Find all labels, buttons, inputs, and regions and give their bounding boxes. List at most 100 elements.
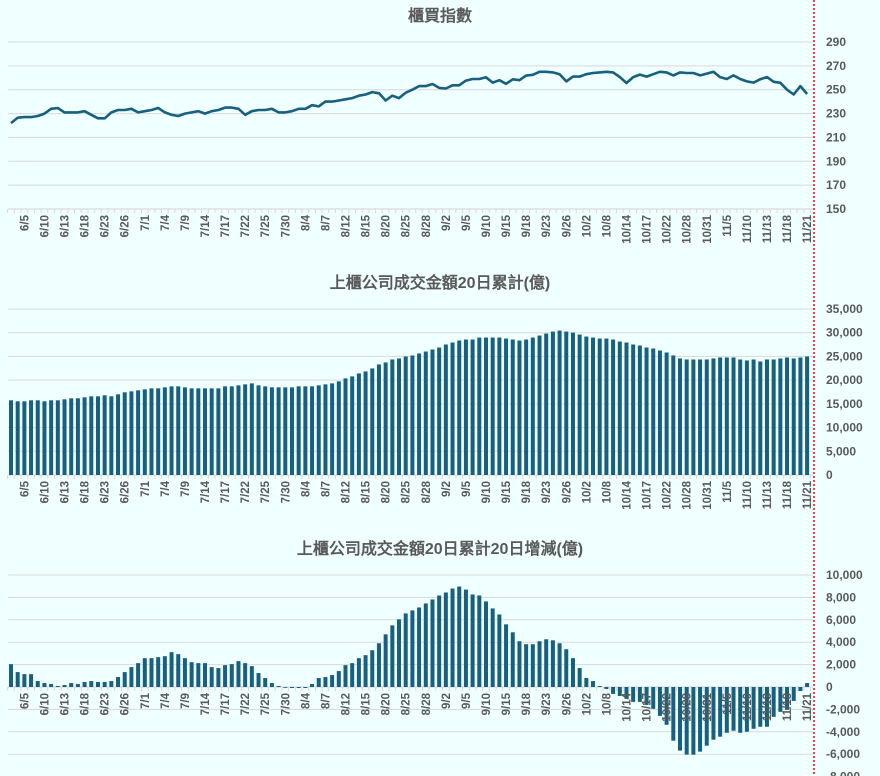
bar [136, 663, 141, 687]
y-tick-label: 30,000 [826, 326, 863, 340]
bar [136, 390, 141, 475]
x-tick-label: 7/25 [260, 214, 272, 237]
bar [149, 388, 154, 475]
bar [764, 687, 769, 727]
bar [316, 385, 321, 475]
bar [463, 589, 468, 687]
bar [15, 672, 20, 687]
bar [35, 400, 40, 475]
x-tick-label: 6/5 [19, 214, 31, 231]
bar [269, 683, 274, 687]
x-tick-label: 10/22 [662, 481, 674, 510]
bar [711, 358, 716, 475]
bar [236, 661, 241, 687]
x-tick-label: 6/5 [19, 480, 31, 497]
y-tick-label: 270 [826, 59, 846, 73]
bar [470, 594, 475, 687]
x-tick-label: 8/20 [381, 693, 393, 715]
x-tick-label: 11/13 [762, 215, 774, 243]
bar [504, 338, 509, 475]
bar [370, 650, 375, 687]
bar [430, 599, 435, 687]
bar [564, 649, 569, 687]
bar [203, 663, 208, 687]
bar [597, 685, 602, 687]
bar [356, 373, 361, 475]
bar [55, 400, 60, 475]
x-tick-label: 7/30 [280, 693, 292, 715]
bar [223, 386, 228, 475]
bar [631, 687, 636, 702]
bar [497, 614, 502, 687]
bar [9, 664, 13, 687]
bar [611, 687, 616, 694]
bar [557, 330, 562, 475]
x-tick-label: 8/28 [421, 480, 433, 503]
bar [196, 388, 201, 475]
bar [283, 687, 288, 688]
x-tick-label: 11/18 [782, 214, 794, 243]
chart-title: 上櫃公司成交金額20日累計(億) [330, 273, 550, 292]
bar [383, 634, 388, 687]
bar [718, 357, 723, 475]
bar [771, 687, 776, 717]
x-tick-label: 9/2 [441, 215, 453, 231]
y-tick-label: 20,000 [826, 373, 863, 387]
x-tick-label: 9/2 [441, 693, 453, 709]
bar [156, 388, 161, 475]
bar [303, 386, 308, 475]
x-tick-label: 10/31 [702, 480, 714, 509]
y-tick-label: -2,000 [826, 702, 860, 716]
bar [75, 398, 80, 475]
bar [537, 641, 542, 687]
bar [805, 683, 810, 687]
x-tick-label: 7/17 [220, 693, 232, 715]
x-tick-label: 7/4 [160, 214, 172, 231]
bar [109, 396, 114, 475]
bar [29, 400, 34, 475]
x-tick-label: 6/10 [39, 693, 51, 715]
bar [738, 687, 743, 733]
bar [678, 687, 682, 751]
x-tick-label: 8/15 [361, 692, 373, 715]
x-tick-label: 7/14 [200, 480, 212, 503]
x-tick-label: 7/4 [160, 692, 172, 709]
bar [477, 337, 482, 475]
bar [95, 682, 100, 687]
x-tick-label: 9/5 [461, 214, 473, 231]
bar [724, 357, 729, 475]
bar [129, 667, 134, 687]
x-tick-label: 10/28 [682, 214, 694, 243]
bar [156, 657, 161, 687]
y-tick-label: 210 [826, 130, 846, 144]
bar [249, 383, 254, 475]
bar [731, 357, 736, 475]
y-tick-label: 35,000 [826, 302, 863, 316]
bar [791, 358, 796, 475]
x-tick-label: 6/18 [80, 214, 92, 237]
bar [263, 386, 268, 475]
bar [791, 687, 796, 701]
y-tick-label: 190 [826, 154, 846, 168]
bar [490, 337, 495, 475]
bar [189, 388, 194, 475]
bar [771, 359, 776, 475]
bar [116, 677, 121, 687]
bar [102, 682, 107, 687]
x-tick-label: 6/23 [100, 481, 112, 503]
x-tick-label: 7/1 [140, 480, 152, 497]
x-tick-label: 10/8 [601, 692, 613, 715]
bar [637, 687, 642, 702]
bar [591, 337, 596, 475]
x-tick-label: 8/20 [381, 481, 393, 503]
x-tick-label: 6/26 [120, 215, 132, 237]
x-tick-label: 8/20 [381, 215, 393, 237]
x-tick-label: 11/5 [722, 692, 734, 714]
bar [584, 678, 589, 687]
bar [62, 399, 67, 475]
x-tick-label: 11/10 [742, 481, 754, 509]
bar [577, 334, 582, 475]
x-tick-label: 7/9 [180, 481, 192, 497]
x-tick-label: 7/22 [240, 693, 252, 715]
x-tick-label: 10/8 [601, 214, 613, 237]
